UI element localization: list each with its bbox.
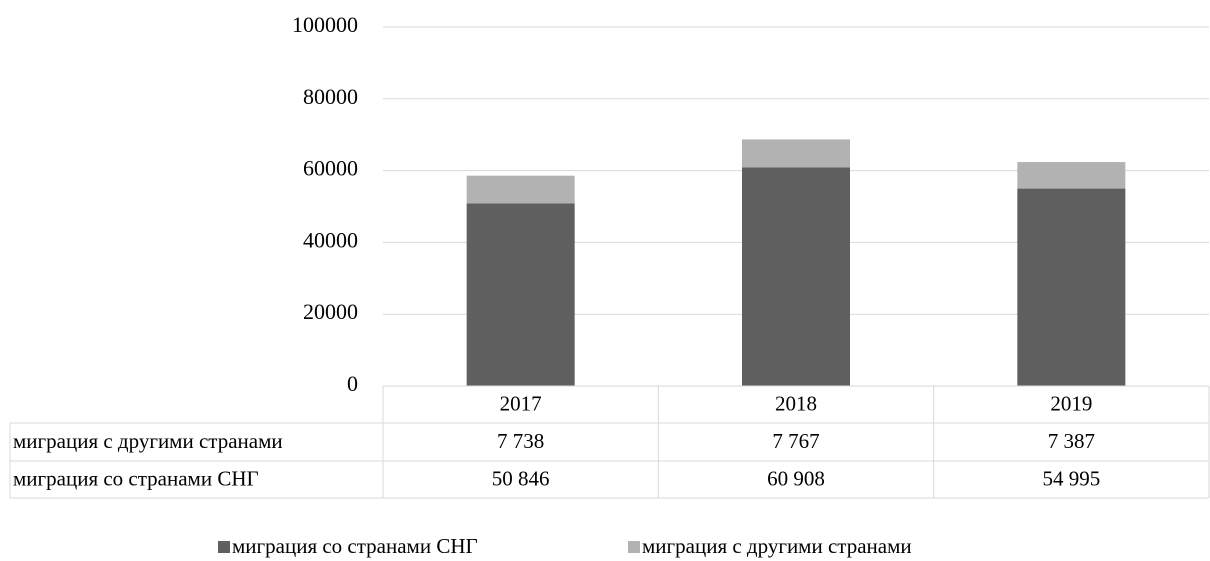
bar-segment xyxy=(1017,162,1126,189)
legend-label: миграция со странами СНГ xyxy=(232,534,478,558)
bar-segment xyxy=(1017,188,1126,386)
legend-swatch xyxy=(628,541,640,553)
x-tick-label: 2019 xyxy=(1050,391,1092,415)
x-tick-label: 2017 xyxy=(500,391,542,415)
data-label: 50 846 xyxy=(492,466,550,490)
data-label: 7 738 xyxy=(497,429,544,453)
bar-segment xyxy=(742,139,850,168)
bar-segment xyxy=(466,203,575,386)
y-tick-label: 20000 xyxy=(303,299,358,324)
y-tick-label: 40000 xyxy=(303,227,358,252)
bar-segment xyxy=(466,175,575,204)
y-tick-label: 100000 xyxy=(292,12,358,37)
table-row-label: миграция с другими странами xyxy=(13,429,283,453)
legend-label: миграция с другими странами xyxy=(642,534,912,558)
data-label: 54 995 xyxy=(1042,466,1100,490)
legend-swatch xyxy=(218,541,230,553)
bar-segment xyxy=(742,167,850,386)
data-label: 7 767 xyxy=(772,429,819,453)
x-tick-label: 2018 xyxy=(775,391,817,415)
y-tick-label: 0 xyxy=(347,371,358,396)
data-label: 7 387 xyxy=(1048,429,1095,453)
data-label: 60 908 xyxy=(767,466,825,490)
y-tick-label: 80000 xyxy=(303,84,358,109)
y-tick-label: 60000 xyxy=(303,156,358,181)
table-row-label: миграция со странами СНГ xyxy=(13,466,259,490)
